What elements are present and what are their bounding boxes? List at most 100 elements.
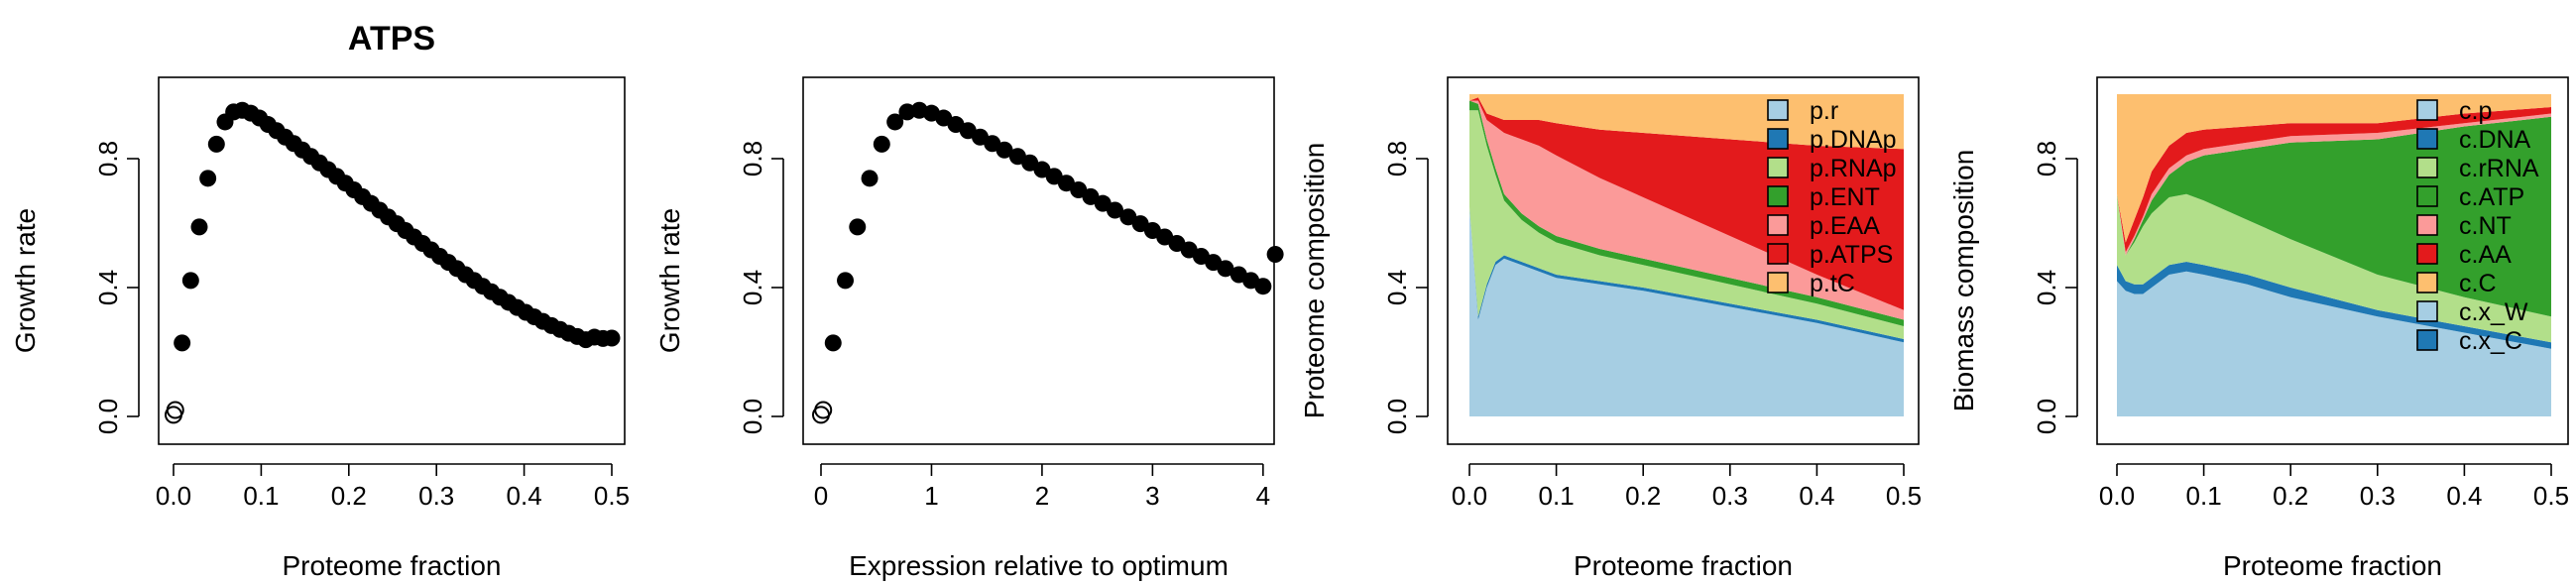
legend-swatch-p.EAA [1767,214,1789,236]
legend-label: c.DNA [2459,126,2531,154]
y-tick-label: 0.0 [1382,399,1412,434]
data-point [873,135,890,153]
y-tick-label: 0.8 [93,141,123,176]
legend-swatch-c.x_C [2416,329,2438,351]
chart-2: 0 1 2 3 4 Expression relative to optimum 0.0 0.… [654,76,1284,581]
x-tick-label: 0.1 [243,481,279,511]
x-tick-label: 0.3 [1712,481,1748,511]
area-p.RNAp [1469,110,1904,339]
chart-4: 0.0 0.1 0.2 0.3 0.4 0.5 Proteome fraction 0.0 0.… [1948,76,2569,581]
legend-swatch-c.x_W [2416,300,2438,322]
chart-3: 0.0 0.1 0.2 0.3 0.4 0.5 Proteome fraction 0.0 0.… [1299,76,1922,581]
y-axis-label: Growth rate [654,208,685,353]
x-tick-label: 0.0 [1452,481,1487,511]
data-point [824,334,842,352]
x-tick-label: 0.3 [418,481,454,511]
legend-label: c.x_W [2459,298,2528,326]
chart-title: ATPS [348,20,435,58]
area-c.NT [2117,113,2551,256]
x-tick-label: 0.1 [2186,481,2222,511]
data-point [837,272,855,290]
area-c.DNA [2117,262,2551,349]
x-tick-label: 0.2 [2273,481,2308,511]
x-axis-label: Expression relative to optimum [849,550,1229,581]
x-tick-label: 0.3 [2360,481,2396,511]
area-p.EAA [1469,100,1904,320]
x-tick-label: 0.0 [2099,481,2135,511]
legend-label: c.p [2459,97,2492,125]
legend-swatch-p.ENT [1767,185,1789,207]
data-point [995,141,1013,159]
legend-swatch-p.RNAp [1767,157,1789,178]
y-tick-label: 0.4 [1382,270,1412,305]
legend-swatch-c.C [2416,272,2438,293]
area-p.tC [1469,94,1904,150]
y-axis-label: Proteome composition [1299,143,1330,419]
y-tick-label: 0.0 [93,399,123,434]
x-tick-label: 0.4 [507,481,542,511]
plot-frame [2096,76,2569,445]
data-point [174,334,191,352]
x-axis-label: Proteome fraction [1574,550,1793,581]
data-point [199,170,217,187]
data-point [190,218,208,236]
x-tick-label: 0.4 [1799,481,1834,511]
x-tick-label: 4 [1256,481,1270,511]
x-tick-label: 0.4 [2446,481,2482,511]
y-tick-label: 0.4 [2032,270,2061,305]
legend-swatch-c.p [2416,99,2438,121]
data-point [1106,201,1123,219]
legend-swatch-c.ATP [2416,185,2438,207]
open-point [166,401,184,419]
area-c.ATP [2117,116,2551,317]
area-p.r [1469,206,1904,416]
y-tick-label: 0.4 [93,270,123,305]
x-tick-label: 0.0 [156,481,191,511]
legend-swatch-c.rRNA [2416,157,2438,178]
y-axis-label: Biomass composition [1948,150,1979,412]
plot-frame [1447,76,1920,445]
data-point [181,272,199,290]
legend-label: c.NT [2459,212,2512,240]
x-tick-label: 0.2 [331,481,367,511]
plot-frame [158,76,626,445]
data-point [207,135,225,153]
y-tick-label: 0.8 [2032,141,2061,176]
legend-label: p.EAA [1810,212,1880,240]
legend-label: p.tC [1810,270,1855,297]
x-tick-label: 1 [924,481,938,511]
area-c.p [2117,271,2551,416]
legend-label: p.ENT [1810,183,1880,211]
y-tick-label: 0.8 [738,141,767,176]
x-axis-label: Proteome fraction [2223,550,2442,581]
data-point [886,113,904,131]
legend-label: p.ATPS [1810,241,1893,269]
legend-swatch-c.AA [2416,243,2438,265]
legend-swatch-c.NT [2416,214,2438,236]
x-tick-label: 3 [1145,481,1159,511]
y-tick-label: 0.4 [738,270,767,305]
legend-swatch-p.r [1767,99,1789,121]
area-c.rRNA [2117,193,2551,343]
x-tick-label: 0.2 [1625,481,1661,511]
x-tick-label: 0.1 [1539,481,1575,511]
y-tick-label: 0.8 [1382,141,1412,176]
y-tick-label: 0.0 [2032,399,2061,434]
legend-swatch-p.tC [1767,272,1789,293]
legend-swatch-p.ATPS [1767,243,1789,265]
area-p.ATPS [1469,97,1904,310]
area-c.AA [2117,107,2551,253]
legend-label: c.rRNA [2459,155,2539,182]
data-point [603,329,621,347]
legend-label: p.RNAp [1810,155,1897,182]
area-c.C [2117,94,2551,243]
legend-label: p.r [1810,97,1838,125]
data-point [1217,260,1234,278]
y-axis-label: Growth rate [10,208,41,353]
data-point [861,170,878,187]
x-axis-label: Proteome fraction [283,550,502,581]
chart-1: 0.0 0.1 0.2 0.3 0.4 0.5 Proteome fraction 0.0 0.… [10,20,630,581]
x-tick-label: 0.5 [1886,481,1922,511]
